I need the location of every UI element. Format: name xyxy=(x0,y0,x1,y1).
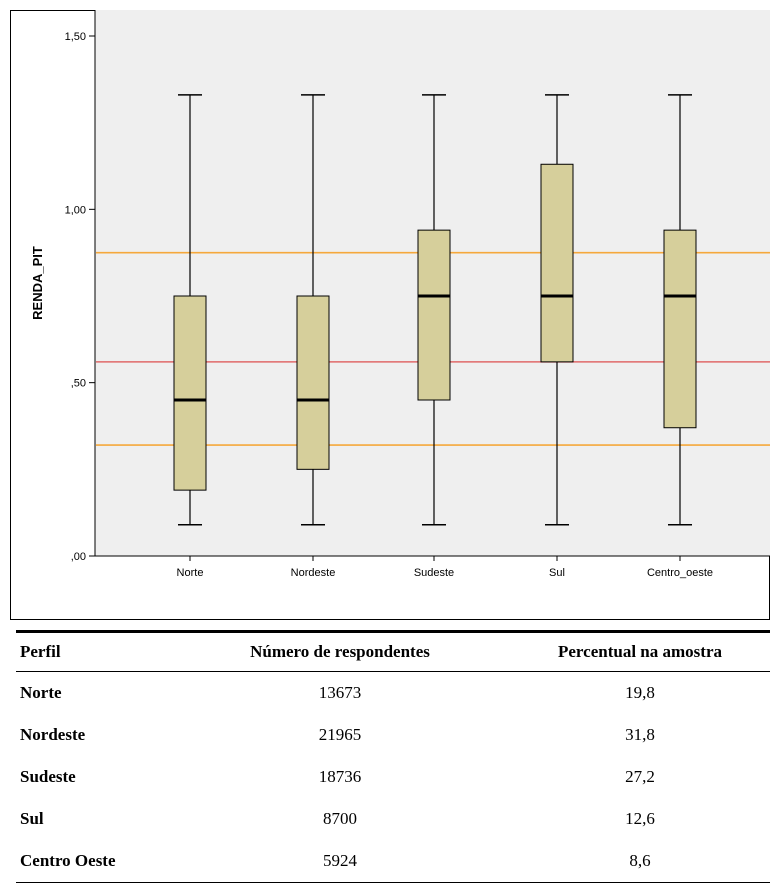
x-tick-label: Sul xyxy=(549,567,565,579)
box-sudeste xyxy=(417,229,451,401)
row-perfil: Sudeste xyxy=(20,767,76,786)
table-row: Centro Oeste 5924 8,6 xyxy=(16,840,770,882)
row-respondentes: 8700 xyxy=(323,809,357,828)
table-row: Sudeste 18736 27,2 xyxy=(16,756,770,798)
box-centro_oeste xyxy=(663,229,697,429)
row-percentual: 19,8 xyxy=(625,683,655,702)
header-perfil: Perfil xyxy=(16,633,210,672)
row-percentual: 31,8 xyxy=(625,725,655,744)
x-tick-label: Sudeste xyxy=(414,567,454,579)
row-percentual: 12,6 xyxy=(625,809,655,828)
y-axis-title: RENDA_PIT xyxy=(30,246,45,320)
table-row: Norte 13673 19,8 xyxy=(16,672,770,715)
row-percentual: 27,2 xyxy=(625,767,655,786)
y-tick-label: ,50 xyxy=(71,378,86,390)
row-respondentes: 5924 xyxy=(323,851,357,870)
row-respondentes: 21965 xyxy=(318,725,362,744)
row-perfil: Nordeste xyxy=(20,725,86,744)
row-perfil: Sul xyxy=(20,809,44,828)
box-norte xyxy=(173,295,207,491)
y-tick-label: 1,00 xyxy=(65,204,86,216)
row-respondentes: 18736 xyxy=(318,767,362,786)
table-header-row: Perfil Número de respondentes Percentual… xyxy=(16,633,770,672)
x-tick-label: Centro_oeste xyxy=(647,567,713,579)
row-perfil: Norte xyxy=(20,683,62,702)
x-tick-label: Norte xyxy=(177,567,204,579)
row-respondentes: 13673 xyxy=(318,683,362,702)
y-tick-label: 1,50 xyxy=(65,31,86,43)
table-row: Nordeste 21965 31,8 xyxy=(16,714,770,756)
y-tick-label: ,00 xyxy=(71,551,86,563)
boxplot-chart: ,00 ,50 1,00 1,50 RENDA_PIT Norte Nordeste Sude… xyxy=(30,10,770,579)
table-row: Sul 8700 12,6 xyxy=(16,798,770,840)
row-perfil: Centro Oeste xyxy=(20,851,116,870)
header-numero-respondentes: Número de respondentes xyxy=(210,633,470,672)
box-nordeste xyxy=(296,295,330,470)
region-stats-table-wrap: Perfil Número de respondentes Percentual… xyxy=(16,630,770,883)
x-tick-label: Nordeste xyxy=(291,567,336,579)
region-stats-table: Perfil Número de respondentes Percentual… xyxy=(16,633,770,882)
box-sul xyxy=(540,163,574,363)
header-percentual-amostra: Percentual na amostra xyxy=(470,633,770,672)
row-percentual: 8,6 xyxy=(629,851,651,870)
